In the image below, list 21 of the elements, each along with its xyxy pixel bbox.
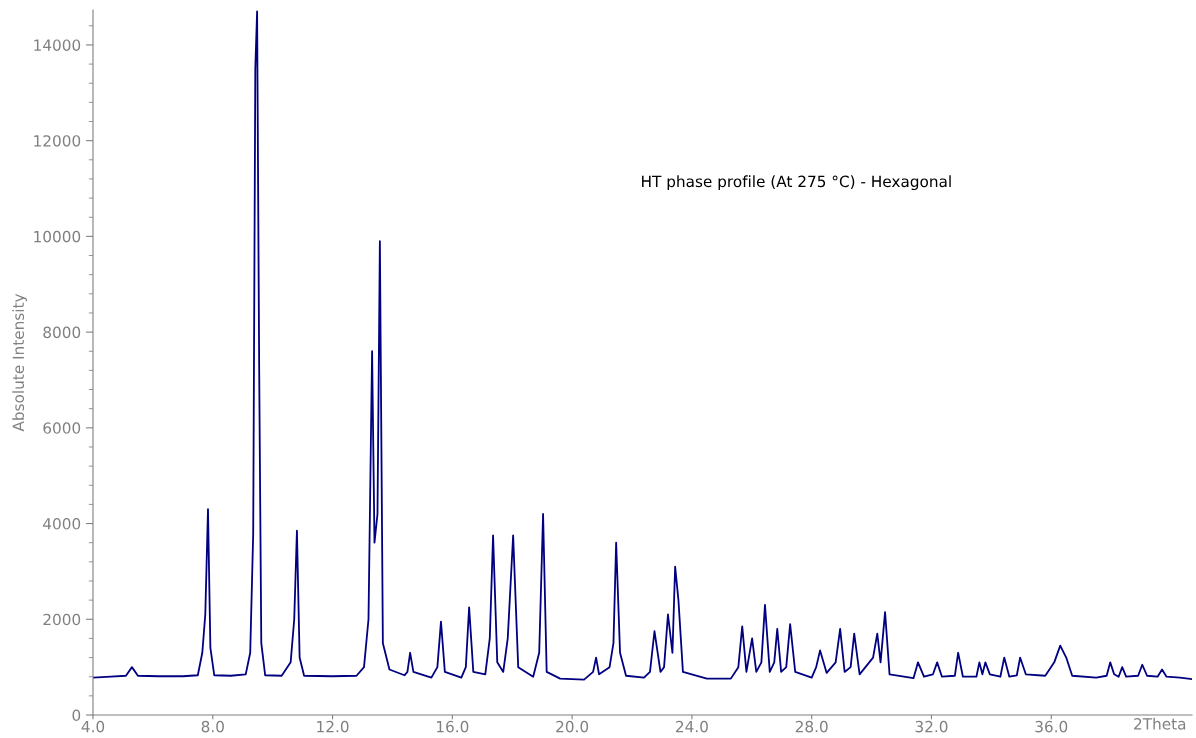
y-tick-label: 10000 [34, 230, 81, 243]
annotation: HT phase profile (At 275 °C) - Hexagonal [642, 175, 951, 191]
x-tick-label: 28.0 [795, 720, 828, 733]
y-tick-label: 12000 [34, 135, 81, 147]
y-tick-label: 6000 [43, 422, 81, 434]
y-tick-label: 8000 [43, 326, 81, 339]
x-tick-label: 8.0 [201, 720, 224, 733]
y-axis-title: Absolute Intensity [12, 293, 28, 432]
x-tick-label: 16.0 [437, 720, 469, 733]
y-tick-label: 14000 [34, 39, 81, 51]
x-tick-label: 12.0 [317, 720, 349, 733]
x-tick-label: 36.0 [1035, 720, 1068, 733]
x-tick-label: 32.0 [915, 720, 948, 733]
x-axis-title: 2Theta [1134, 717, 1186, 730]
x-tick-label: 24.0 [676, 720, 708, 733]
y-tick-label: 2000 [43, 613, 81, 626]
y-tick-label: 0 [72, 709, 81, 722]
x-tick-label: 20.0 [556, 720, 589, 733]
y-tick-label: 4000 [43, 518, 81, 530]
x-tick-label: 4.0 [81, 720, 105, 733]
line-series [93, 10, 1192, 681]
